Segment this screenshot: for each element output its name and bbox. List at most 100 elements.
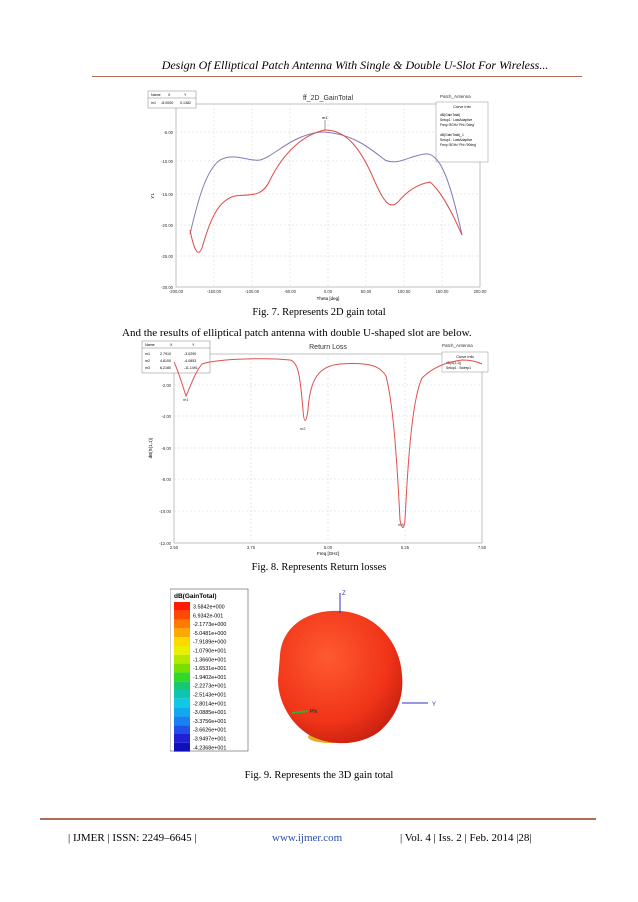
gain-legend: Curve Info dB(GainTotal) Setup1 : LastAd… [435,101,489,163]
gain-y-tick: -25.00 [161,254,174,259]
body-paragraph: And the results of elliptical patch ante… [122,327,472,339]
return-loss-curve [173,358,483,528]
gain-x-ticks: -200.00 -150.00 -100.00 -50.00 0.00 50.0… [169,289,487,294]
figure-7-caption: Fig. 7. Represents 2D gain total [252,307,386,318]
rl-marker-m1-label: m1 [183,397,189,402]
gain-legend-item: Freq='5GHz' Phi='90deg' [440,143,477,147]
legend-value: -5.0481e+000 [193,631,226,637]
gain-table-cell: 0.1382 [180,101,191,105]
footer-website-link[interactable]: www.ijmer.com [272,832,343,844]
footer-journal-info: | IJMER | ISSN: 2249–6645 | [68,832,197,844]
y-axis-label: Y [432,702,436,708]
legend-swatch [174,742,190,752]
rl-table-cell: m2 [145,359,150,363]
pattern-surface [278,610,403,744]
rl-table-cell: m3 [145,366,150,370]
phi-indicator [291,710,309,714]
gain-y-tick: -10.00 [161,159,174,164]
legend-swatch [174,610,190,620]
rl-x-ticks: 2.50 3.75 5.00 6.25 7.50 [170,545,487,550]
return-loss-legend: Curve Info dB(S(1,1)) Setup1 : Sweep1 [441,351,489,373]
phi-label: Phi [310,709,317,715]
legend-swatch [174,637,190,646]
rl-x-tick: 2.50 [170,545,179,550]
legend-swatch [174,725,190,734]
gain-x-tick: -100.00 [245,289,260,294]
legend-swatch [174,698,190,708]
legend-swatch [174,672,190,682]
gain-table-header-name: Name [151,93,161,97]
gain-x-tick: -150.00 [207,289,222,294]
figure-8: Return Loss Patch_Antenna Name X Y m1 2.… [140,340,490,556]
rl-y-tick: -6.00 [161,446,171,451]
legend-swatch [174,663,190,673]
figure-8-caption: Fig. 8. Represents Return losses [251,562,387,573]
gain-2d-plot: ff_2D_GainTotal Patch_Antenna Name X Y m… [140,90,490,302]
rl-table-cell: 2.7910 [160,352,171,356]
legend-swatch [174,681,190,690]
legend-swatch [174,734,190,743]
footer-rule [40,818,596,820]
rl-table-cell: -3.0290 [184,352,196,356]
rl-legend-item: Setup1 : Sweep1 [446,366,471,370]
legend-value: -3.3756e+001 [193,719,226,725]
legend-value: 3.5842e+000 [193,605,225,611]
legend-swatch [174,707,190,717]
legend-value: -1.3660e+001 [193,657,226,663]
legend-value: -1.9402e+001 [193,675,226,681]
z-axis-label: Z [342,591,346,597]
rl-legend-title: Curve Info [456,355,474,359]
rl-y-axis-label: dB(S(1,1)) [148,437,153,458]
legend-value: -2.2273e+001 [193,684,226,690]
legend-value: -2.8014e+001 [193,701,226,707]
rl-y-tick: -4.00 [161,414,171,419]
gain-3d-radiation-pattern: Z Y Phi [278,591,436,744]
gain-y-ticks: -5.00 -10.00 -15.00 -20.00 -25.00 -30.00 [161,130,174,290]
gain-table-cell: -8.0000 [161,101,173,105]
legend-swatch [174,716,190,726]
return-loss-marker-table: Name X Y m1 2.7910 -3.0290 m2 4.8100 -4.… [141,340,211,374]
rl-table-cell: m1 [145,352,150,356]
rl-x-tick: 7.50 [478,545,487,550]
gain-curve-phi0 [189,129,463,253]
gain-legend-item: Freq='5GHz' Phi='0deg' [440,123,475,127]
rl-x-tick: 6.25 [401,545,410,550]
gain-x-tick: 100.00 [398,289,411,294]
rl-y-tick: -10.00 [159,509,172,514]
rl-table-header-y: Y [192,343,195,347]
rl-table-cell: 4.8100 [160,359,171,363]
figure-9: dB(GainTotal) 3.5842e+000 6.9342e-001 -2.1… [169,585,470,760]
gain-table-cell: m1 [151,101,156,105]
rl-x-tick: 5.00 [324,545,333,550]
rl-x-axis-label: Freq [GHz] [317,551,339,556]
gain-x-tick: -200.00 [169,289,184,294]
rl-table-cell: 6.2180 [160,366,171,370]
rl-x-tick: 3.75 [247,545,256,550]
rl-table-header-name: Name [145,343,155,347]
gain-3d-plot: dB(GainTotal) 3.5842e+000 6.9342e-001 -2.1… [169,585,470,760]
gain-plot-area [175,103,481,288]
gain-plot-title: ff_2D_GainTotal [303,95,354,102]
rl-marker-m3-label: m3 [398,522,404,527]
legend-value: -3.6626e+001 [193,728,226,734]
gain-project-label: Patch_Antenna [440,94,471,99]
legend-value: -2.1773e+000 [193,622,226,628]
gain-y-tick: -15.00 [161,192,174,197]
legend-value: -1.0790e+001 [193,649,226,655]
legend-value: -2.5143e+001 [193,693,226,699]
rl-marker-m2-label: m2 [300,426,306,431]
rl-y-tick: -2.00 [161,383,171,388]
rl-legend-item: dB(S(1,1)) [446,361,461,365]
legend-value: -7.9189e+000 [193,640,226,646]
gain-y-tick: -5.00 [163,130,173,135]
gain-x-tick: 150.00 [436,289,449,294]
footer-issue-info: | Vol. 4 | Iss. 2 | Feb. 2014 |28| [400,832,532,844]
legend-swatch [174,628,190,638]
legend-value: 6.9342e-001 [193,613,223,619]
legend-value: -3.9497e+001 [193,737,226,743]
gain-legend-item: Setup1 : LastAdaptive [440,118,472,122]
figure-9-caption: Fig. 9. Represents the 3D gain total [244,770,394,781]
return-loss-markers: m1 m2 m3 [183,397,404,527]
return-loss-plot: Return Loss Patch_Antenna Name X Y m1 2.… [140,340,490,556]
legend-swatch [174,690,190,699]
